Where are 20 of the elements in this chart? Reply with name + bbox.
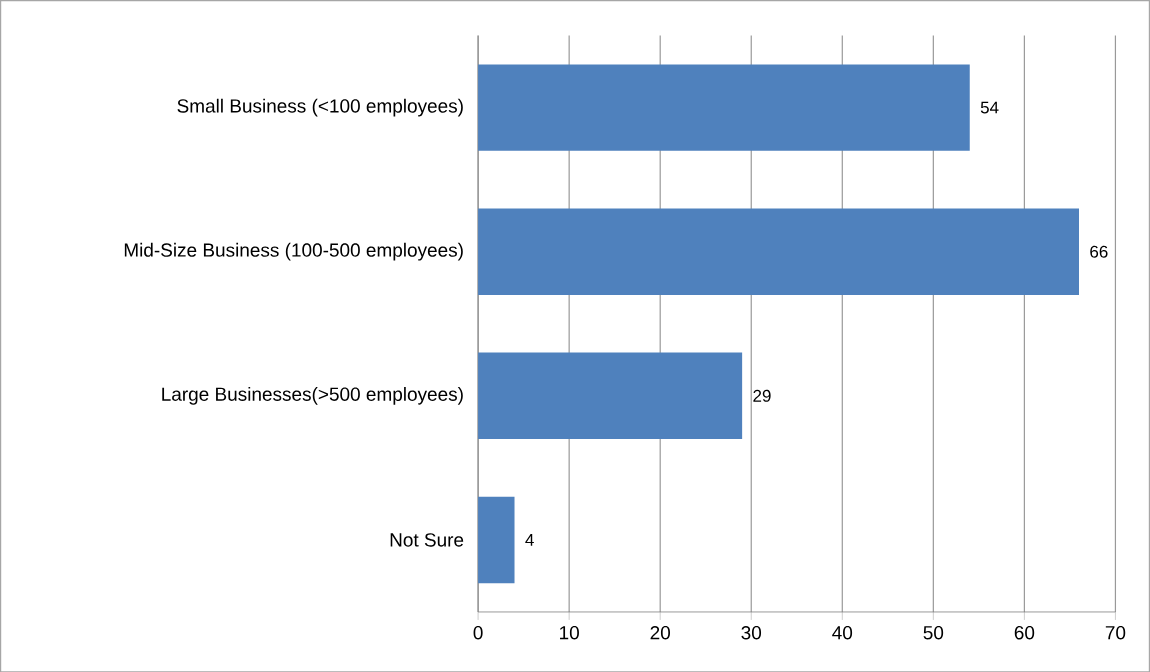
- x-tick-label: 0: [473, 625, 483, 640]
- x-tick-label: 70: [1105, 625, 1126, 640]
- x-tick-label: 60: [1014, 625, 1035, 640]
- y-tick-label: Not Sure: [390, 532, 464, 547]
- data-label: 4: [525, 533, 534, 546]
- x-tick-label: 10: [560, 625, 579, 640]
- x-tick-label: 40: [832, 625, 853, 640]
- x-tick-label: 20: [650, 625, 670, 640]
- y-tick-label: Small Business (<100 employees): [177, 98, 463, 117]
- bar: [478, 64, 970, 151]
- bar: [478, 496, 515, 583]
- data-label: 54: [980, 101, 999, 114]
- data-label: 66: [1090, 245, 1108, 258]
- x-tick-label: 30: [741, 625, 762, 640]
- y-tick-label: Mid-Size Business (100-500 employees): [124, 242, 463, 261]
- y-tick-label: Large Businesses(>500 employees): [162, 386, 463, 405]
- data-label: 29: [753, 389, 771, 402]
- bar: [478, 352, 743, 439]
- x-tick-label: 50: [923, 625, 944, 640]
- bar: [478, 208, 1079, 295]
